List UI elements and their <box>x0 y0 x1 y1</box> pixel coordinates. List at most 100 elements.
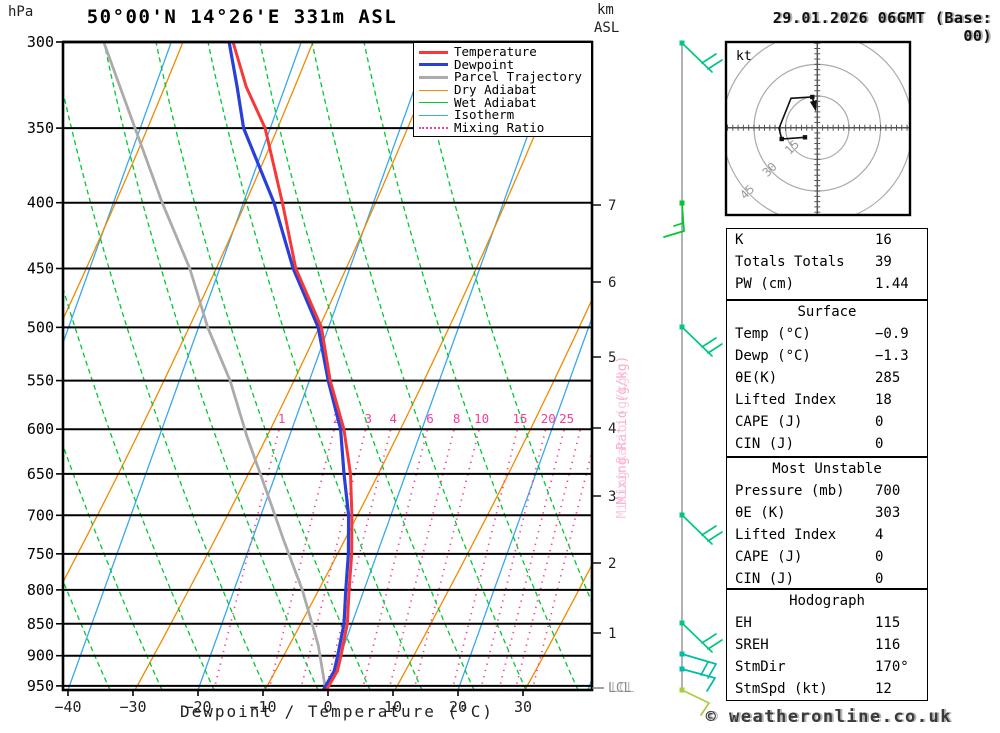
wind-barb-segment <box>681 514 713 545</box>
table-row: StmSpd (kt) 12 <box>727 678 927 700</box>
mixing-ratio-value-label: 1 <box>278 411 286 426</box>
temp-tick-label: −40 <box>54 698 81 716</box>
wind-barb <box>679 512 723 545</box>
wind-barb <box>663 200 685 238</box>
table-row-label: Pressure (mb) <box>735 483 845 499</box>
mixing-ratio-value-label: 6 <box>426 411 434 426</box>
table-row: CAPE (J) 0 <box>727 411 927 433</box>
table-row: EH 115 <box>727 612 927 634</box>
table-row: Temp (°C) −0.9 <box>727 323 927 345</box>
table-row-value: 116 <box>875 637 901 653</box>
hodograph-border <box>724 40 912 217</box>
table-row-value: 170° <box>875 659 909 675</box>
wind-barb-segment <box>707 343 723 354</box>
legend-swatch-icon <box>419 63 448 67</box>
table-row: Lifted Index 4 <box>727 524 927 546</box>
wind-barb-segment <box>681 622 713 653</box>
temperature-axis: −40 −30 −20 −10 0 10 20 30 <box>54 690 532 716</box>
table-row-value: 0 <box>875 414 884 430</box>
wet-adiabat-line <box>311 42 527 690</box>
wet-adiabat-line <box>259 42 475 690</box>
wet-adiabat-line <box>415 42 592 605</box>
km-tick-label: 1 <box>608 626 616 642</box>
wet-adiabat-line <box>0 42 6 690</box>
table-row: θE (K) 303 <box>727 502 927 524</box>
table-row-label: PW (cm) <box>735 276 795 292</box>
table-row-value: 0 <box>875 549 884 565</box>
legend-item-wet-adiabat: Wet Adiabat <box>419 96 587 109</box>
table-row-label: Dewp (°C) <box>735 348 811 364</box>
pressure-tick-label: 800 <box>27 581 54 599</box>
mixing-ratio-axis-label: Mixing Ratio (g/kg) <box>615 356 630 505</box>
table-row: Totals Totals 39 <box>727 251 927 273</box>
table-row-value: 12 <box>875 681 892 697</box>
mixing-ratio-axis-label-echo: Mixing Ratio (g/kg) <box>615 370 630 519</box>
table-row-value: 39 <box>875 254 892 270</box>
wind-barb-segment <box>701 337 717 348</box>
parcel-trajectory-curve <box>102 42 328 690</box>
wind-barb-segment <box>681 42 713 73</box>
table-section-title: Most Unstable <box>772 461 882 477</box>
legend-swatch-icon <box>419 126 448 129</box>
dry-adiabat-line <box>524 563 592 690</box>
temperature-axis-label: Dewpoint / Temperature (°C) <box>179 702 495 721</box>
pressure-tick-label: 550 <box>27 372 54 390</box>
legend-item-dry-adiabat: Dry Adiabat <box>419 83 587 97</box>
isotherm-line <box>67 42 302 690</box>
wind-barb <box>679 666 716 692</box>
wind-barb-segment <box>700 702 710 716</box>
table-row-value: 700 <box>875 483 901 499</box>
legend-swatch-icon <box>419 89 448 91</box>
mixing-ratio-line <box>388 428 456 690</box>
wind-barb-segment <box>681 653 717 665</box>
table-row-value: −0.9 <box>875 326 909 342</box>
hodograph-arrow-head <box>809 100 817 112</box>
table-row-label: CIN (J) <box>735 571 795 587</box>
temperature-curve <box>231 42 354 690</box>
mixing-ratio-value-label: 8 <box>453 411 461 426</box>
mixing-ratio-labels: 1 2 3 4 6 8 10 15 20 25 Mixing Ratio (g/kg)Mixing … <box>278 356 630 519</box>
km-tick-label: 3 <box>608 489 616 505</box>
legend-item-temperature: Temperature <box>419 46 587 59</box>
wind-barb-segment <box>701 633 717 644</box>
table-row-value: 115 <box>875 615 901 631</box>
table-row: PW (cm) 1.44 <box>727 273 927 295</box>
table-row-label: CAPE (J) <box>735 414 803 430</box>
legend-item-label: Mixing Ratio <box>454 119 545 135</box>
hodograph-trace-dot <box>779 136 784 142</box>
dry-adiabat-line <box>134 42 444 690</box>
wet-adiabat-line <box>155 42 371 690</box>
isotherm-line <box>197 42 432 690</box>
pressure-tick-label: 650 <box>27 465 54 483</box>
wind-barb-dot <box>679 324 685 330</box>
table-row-value: 4 <box>875 527 884 543</box>
copyright: © weatheronline.co.uk <box>705 707 952 727</box>
wind-barb-segment <box>706 677 716 692</box>
mixing-ratio-line <box>213 428 281 690</box>
wind-barb-dot <box>679 620 685 626</box>
legend-swatch-icon <box>419 114 448 116</box>
wind-barb-dot <box>679 200 685 206</box>
pressure-tick-label: 400 <box>27 194 54 212</box>
temp-tick-label: −20 <box>184 698 211 716</box>
wet-adiabat-line <box>363 42 579 690</box>
pressure-tick-label: 350 <box>27 119 54 137</box>
table-row-value: 285 <box>875 370 901 386</box>
wind-barb <box>679 40 723 73</box>
mixing-ratio-line <box>451 428 519 690</box>
table-row-value: 18 <box>875 392 892 408</box>
legend-item-mixing-ratio: Mixing Ratio <box>419 119 587 135</box>
legend-swatch-icon <box>419 102 448 104</box>
table-row: CAPE (J) 0 <box>727 546 927 568</box>
table-section-indices: K 16 Totals Totals 39 PW (cm) 1.44 <box>726 228 928 300</box>
mixing-ratio-value-label: 20 <box>541 411 556 426</box>
dewpoint-curve <box>227 42 351 690</box>
temp-tick-label: 20 <box>449 698 467 716</box>
wind-barb-segment <box>663 230 685 238</box>
table-row-label: StmSpd (kt) <box>735 681 828 697</box>
pressure-tick-label: 300 <box>27 33 54 51</box>
table-row-value: −1.3 <box>875 348 909 364</box>
wind-barb-dot <box>679 40 685 46</box>
